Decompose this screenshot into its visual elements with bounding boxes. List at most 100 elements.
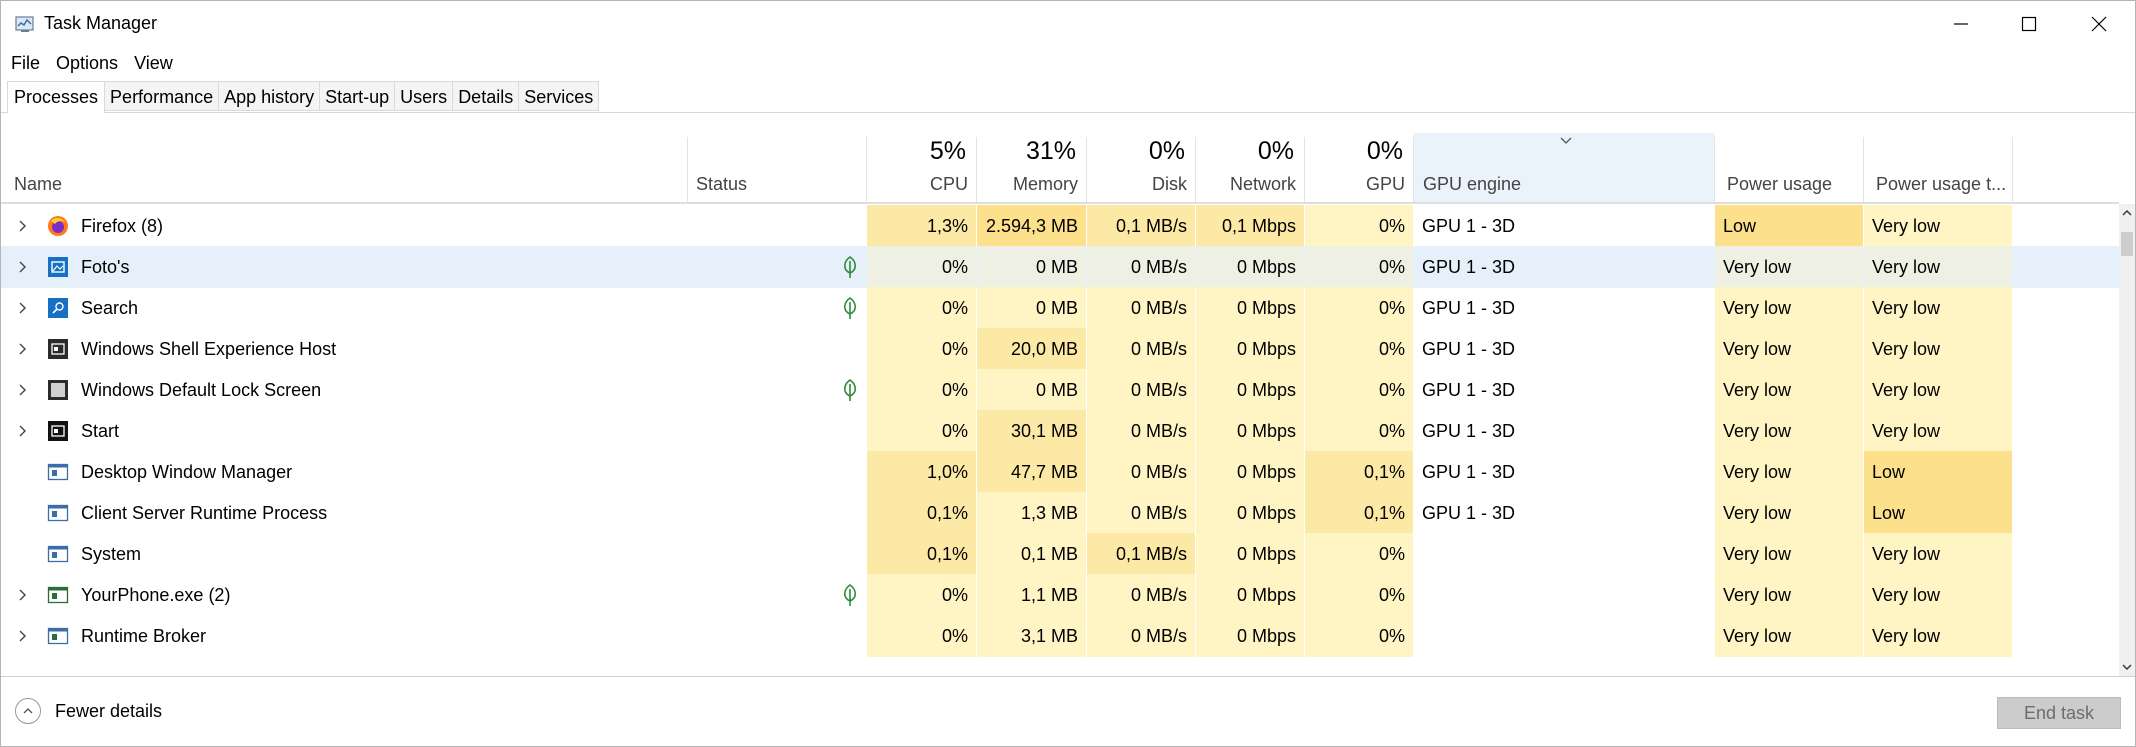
network-cell: 0 Mbps [1196, 410, 1304, 452]
column-separator[interactable] [1413, 137, 1414, 203]
vertical-scrollbar[interactable] [2119, 204, 2135, 676]
efficiency-leaf-icon [843, 256, 857, 278]
process-row[interactable]: Desktop Window Manager 1,0% 47,7 MB 0 MB/s 0… [1, 451, 2119, 493]
process-name: Foto's [81, 257, 130, 277]
column-header-power-usage[interactable]: Power usage [1715, 133, 1863, 203]
gpu-engine-cell: GPU 1 - 3D [1422, 257, 1516, 277]
expand-chevron-icon[interactable] [17, 328, 31, 370]
process-row[interactable]: Windows Default Lock Screen 0% 0 MB 0 MB/s 0… [1, 369, 2119, 411]
process-row[interactable]: Foto's 0% 0 MB 0 MB/s 0 Mbps 0% GPU 1 - 3D Very… [1, 246, 2119, 288]
column-header-disk[interactable]: 0% Disk [1087, 133, 1195, 203]
column-gpu-label: GPU [1365, 174, 1405, 194]
gpu-cell: 0% [1305, 369, 1413, 411]
cpu-cell: 0% [867, 574, 976, 616]
gpu-cell: 0,1% [1305, 451, 1413, 493]
gpu-engine-cell [1414, 615, 1714, 657]
tab-app-history[interactable]: App history [219, 81, 321, 111]
scroll-down-icon[interactable] [2121, 662, 2133, 672]
power-usage-trend-cell: Very low [1864, 205, 2012, 247]
disk-cell: 0,1 MB/s [1087, 205, 1195, 247]
expand-chevron-icon[interactable] [17, 287, 31, 329]
process-row[interactable]: Search 0% 0 MB 0 MB/s 0 Mbps 0% GPU 1 - 3D Very… [1, 287, 2119, 329]
tab-processes[interactable]: Processes [7, 81, 106, 113]
column-separator[interactable] [687, 137, 688, 203]
column-separator[interactable] [1714, 137, 1715, 203]
cpu-cell: 0% [867, 369, 976, 411]
gpu-engine-cell: GPU 1 - 3D [1422, 421, 1516, 441]
tab-performance[interactable]: Performance [105, 81, 220, 111]
task-manager-icon [15, 16, 34, 32]
footer-divider [1, 676, 2135, 677]
runtime-broker-icon [47, 625, 69, 647]
disk-cell: 0 MB/s [1087, 492, 1195, 534]
gpu-cell: 0,1% [1305, 492, 1413, 534]
column-separator[interactable] [1863, 137, 1864, 203]
disk-cell: 0 MB/s [1087, 574, 1195, 616]
close-button[interactable] [2064, 1, 2134, 47]
gpu-engine-cell: GPU 1 - 3D [1422, 339, 1516, 359]
cpu-cell: 0% [867, 328, 976, 370]
disk-total-percent: 0% [1148, 137, 1185, 165]
power-usage-cell: Low [1715, 205, 1863, 247]
menu-bar: File Options View [1, 49, 181, 77]
expand-chevron-icon[interactable] [17, 574, 31, 616]
column-header-name[interactable]: Name [1, 133, 687, 203]
column-header-row: Name Status 5% CPU 31% Memory 0% Disk 0%… [1, 133, 2135, 203]
column-header-gpu[interactable]: 0% GPU [1305, 133, 1413, 203]
process-row[interactable]: System 0,1% 0,1 MB 0,1 MB/s 0 Mbps 0% Very low… [1, 533, 2119, 575]
gpu-engine-cell [1414, 533, 1714, 575]
expand-chevron-icon[interactable] [17, 369, 31, 411]
expand-chevron-icon[interactable] [17, 246, 31, 288]
process-row[interactable]: YourPhone.exe (2) 0% 1,1 MB 0 MB/s 0 Mbps 0% V… [1, 574, 2119, 616]
gpu-cell: 0% [1305, 615, 1413, 657]
column-header-cpu[interactable]: 5% CPU [867, 133, 976, 203]
process-row[interactable]: Runtime Broker 0% 3,1 MB 0 MB/s 0 Mbps 0% Very… [1, 615, 2119, 657]
cpu-cell: 0% [867, 615, 976, 657]
tab-users[interactable]: Users [395, 81, 454, 111]
tab-strip: Processes Performance App history Start-… [7, 81, 600, 113]
column-separator[interactable] [976, 137, 977, 203]
firefox-icon [47, 215, 69, 237]
column-header-power-usage-trend[interactable]: Power usage t... [1864, 133, 2012, 203]
expand-chevron-icon[interactable] [17, 410, 31, 452]
process-row[interactable]: Client Server Runtime Process 0,1% 1,3 MB 0… [1, 492, 2119, 534]
power-usage-trend-cell: Very low [1864, 533, 2012, 575]
maximize-button[interactable] [1994, 1, 2064, 47]
column-separator[interactable] [1086, 137, 1087, 203]
process-name: Runtime Broker [81, 626, 207, 646]
expand-chevron-icon[interactable] [17, 205, 31, 247]
column-header-network[interactable]: 0% Network [1196, 133, 1304, 203]
tab-startup[interactable]: Start-up [320, 81, 396, 111]
menu-view[interactable]: View [134, 53, 173, 73]
fewer-details-button[interactable]: Fewer details [15, 698, 162, 724]
expand-chevron-icon[interactable] [17, 615, 31, 657]
menu-file[interactable]: File [11, 53, 41, 73]
column-separator[interactable] [866, 137, 867, 203]
process-row[interactable]: Firefox (8) 1,3% 2.594,3 MB 0,1 MB/s 0,1 Mbp… [1, 205, 2119, 247]
column-header-gpu-engine[interactable]: GPU engine [1414, 133, 1714, 203]
column-separator[interactable] [1195, 137, 1196, 203]
column-header-status[interactable]: Status [688, 133, 866, 203]
process-row[interactable]: Windows Shell Experience Host 0% 20,0 MB 0 … [1, 328, 2119, 370]
column-cpu-label: CPU [929, 174, 968, 194]
network-cell: 0,1 Mbps [1196, 205, 1304, 247]
tab-details[interactable]: Details [453, 81, 520, 111]
process-row[interactable]: Start 0% 30,1 MB 0 MB/s 0 Mbps 0% GPU 1 - 3D Ve… [1, 410, 2119, 452]
gpu-cell: 0% [1305, 287, 1413, 329]
menu-options[interactable]: Options [56, 53, 119, 73]
column-header-memory[interactable]: 31% Memory [977, 133, 1086, 203]
minimize-button[interactable] [1926, 1, 1996, 47]
sort-descending-icon [1560, 137, 1572, 144]
scroll-up-icon[interactable] [2121, 208, 2133, 218]
scrollbar-thumb[interactable] [2121, 232, 2133, 256]
process-name: Client Server Runtime Process [81, 503, 328, 523]
start-icon [47, 420, 69, 442]
end-task-button[interactable]: End task [1997, 697, 2121, 729]
collapse-circle-icon [15, 698, 41, 724]
column-separator[interactable] [2012, 137, 2013, 203]
network-cell: 0 Mbps [1196, 574, 1304, 616]
tab-services[interactable]: Services [519, 81, 600, 111]
power-usage-trend-cell: Very low [1864, 246, 2012, 288]
column-separator[interactable] [1304, 137, 1305, 203]
memory-cell: 47,7 MB [977, 451, 1086, 493]
